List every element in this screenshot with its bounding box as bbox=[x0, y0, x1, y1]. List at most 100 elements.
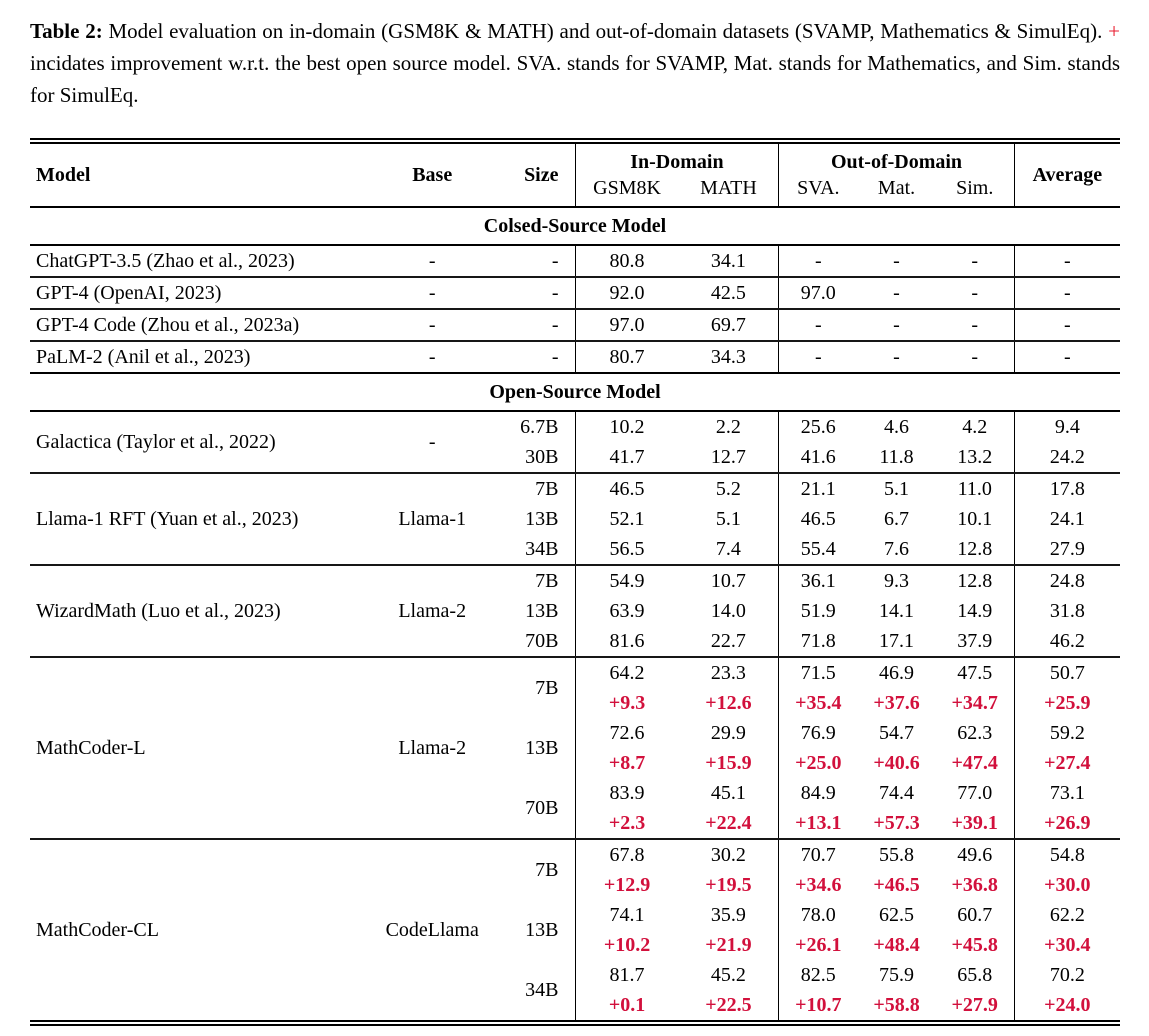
delta-cell: +21.9 bbox=[705, 933, 752, 956]
score-cell: 81.7 bbox=[574, 959, 679, 990]
model-name-cell: MathCoder-L bbox=[30, 655, 375, 839]
size-cell: - bbox=[489, 307, 575, 341]
size-cell: 6.7B bbox=[520, 415, 559, 438]
score-cell: 25.6 bbox=[778, 410, 858, 442]
section-title: Colsed-Source Model bbox=[30, 205, 1120, 246]
score-cell: 70.7 bbox=[778, 837, 858, 870]
score-cell: 47.5 bbox=[935, 655, 1015, 688]
score-cell: 14.1 bbox=[879, 599, 915, 622]
size-cell: 34B bbox=[525, 537, 559, 560]
score-cell: 34.1 bbox=[710, 249, 746, 272]
results-table: Model Base Size In-Domain Out-of-Domain … bbox=[30, 137, 1120, 1026]
size-cell: - bbox=[551, 249, 559, 272]
delta-cell: +2.3 bbox=[574, 807, 679, 839]
score-cell: 56.5 bbox=[574, 533, 679, 565]
table-row: MathCoder-CL CodeLlama 7B 67.8 30.2 70.7 55.8 4… bbox=[30, 837, 1120, 1023]
score-cell: 49.6 bbox=[935, 837, 1015, 870]
base-cell: - bbox=[374, 307, 490, 341]
delta-cell: +26.1 bbox=[778, 929, 858, 960]
size-cell: 7B bbox=[489, 471, 575, 504]
delta-row: +12.9 +19.5 +34.6 +46.5 +36.8 +30.0 bbox=[30, 869, 1120, 900]
score-cell: 41.7 bbox=[574, 441, 679, 473]
base-cell: - bbox=[374, 275, 490, 309]
table-row: MathCoder-L Llama-2 7B 64.2 23.3 71.5 46.9 47.5… bbox=[30, 655, 1120, 839]
score-cell: 5.1 bbox=[857, 471, 936, 504]
score-cell: 72.6 bbox=[574, 717, 679, 748]
delta-cell: +15.9 bbox=[705, 751, 752, 774]
score-cell: 17.8 bbox=[1013, 471, 1120, 504]
score-cell: 27.9 bbox=[1013, 533, 1120, 565]
score-cell: 51.9 bbox=[778, 595, 858, 626]
score-cell: - bbox=[935, 339, 1015, 373]
score-cell: 4.2 bbox=[962, 415, 988, 438]
delta-cell: +58.8 bbox=[873, 993, 920, 1016]
delta-cell: +40.6 bbox=[873, 751, 920, 774]
score-cell: 45.2 bbox=[710, 963, 746, 986]
delta-row: +10.2 +21.9 +26.1 +48.4 +45.8 +30.4 bbox=[30, 929, 1120, 960]
score-cell: 46.5 bbox=[778, 503, 858, 534]
delta-cell: +12.9 bbox=[574, 869, 679, 900]
score-cell: 62.3 bbox=[957, 721, 993, 744]
delta-cell: +30.0 bbox=[1013, 869, 1120, 900]
score-cell: 5.2 bbox=[678, 471, 779, 504]
score-cell: 50.7 bbox=[1013, 655, 1120, 688]
score-cell: 12.8 bbox=[957, 537, 993, 560]
score-cell: 34.3 bbox=[678, 339, 779, 373]
score-cell: 13.2 bbox=[957, 445, 993, 468]
table-row: 13B 74.1 35.9 78.0 62.5 60.7 62.2 bbox=[30, 899, 1120, 941]
score-cell: 30.2 bbox=[678, 837, 779, 870]
delta-cell: +9.3 bbox=[574, 687, 679, 718]
delta-cell: +36.8 bbox=[951, 873, 998, 896]
table-row: 30B 41.7 12.7 41.6 11.8 13.2 24.2 bbox=[30, 441, 1120, 473]
table-row: 34B 56.5 7.4 55.4 7.6 12.8 27.9 bbox=[30, 533, 1120, 565]
score-cell: 60.7 bbox=[957, 903, 993, 926]
size-cell: 70B bbox=[525, 629, 559, 652]
delta-cell: +10.2 bbox=[574, 929, 679, 960]
score-cell: 5.1 bbox=[715, 507, 741, 530]
delta-cell: +34.7 bbox=[951, 691, 998, 714]
table-row: 70B 81.6 22.7 71.8 17.1 37.9 46.2 bbox=[30, 625, 1120, 657]
table-row: ChatGPT-3.5 (Zhao et al., 2023) - -80.8 34.… bbox=[30, 244, 1120, 277]
score-cell: 83.9 bbox=[574, 777, 679, 808]
score-cell: 14.0 bbox=[710, 599, 746, 622]
score-cell: 77.0 bbox=[957, 781, 993, 804]
score-cell: 55.8 bbox=[857, 837, 936, 870]
col-header-sva: SVA. bbox=[778, 174, 858, 207]
score-cell: 9.3 bbox=[857, 563, 936, 596]
score-cell: 35.9 bbox=[710, 903, 746, 926]
header-row-sub: GSM8K MATH SVA. Mat. Sim. bbox=[30, 174, 1120, 207]
score-cell: 63.9 bbox=[574, 595, 679, 626]
score-cell: - bbox=[935, 275, 1015, 309]
score-cell: 69.7 bbox=[678, 307, 779, 341]
score-cell: 41.6 bbox=[778, 441, 858, 473]
score-cell: 97.0 bbox=[574, 307, 679, 341]
size-cell: 13B bbox=[525, 736, 559, 759]
delta-cell: +0.1 bbox=[574, 989, 679, 1023]
score-cell: - bbox=[1013, 275, 1120, 309]
score-cell: - bbox=[1013, 339, 1120, 373]
score-cell: - bbox=[1013, 244, 1120, 277]
score-cell: 42.5 bbox=[678, 275, 779, 309]
delta-cell: +10.7 bbox=[778, 989, 858, 1023]
score-cell: 62.5 bbox=[879, 903, 915, 926]
score-cell: 9.4 bbox=[1013, 410, 1120, 442]
table-section: Colsed-Source Model ChatGPT-3.5 (Zhao et … bbox=[30, 205, 1120, 373]
score-cell: 54.9 bbox=[574, 563, 679, 596]
col-group-out-of-domain: Out-of-Domain bbox=[778, 140, 1015, 175]
score-cell: - bbox=[778, 244, 858, 277]
delta-cell: +19.5 bbox=[705, 873, 752, 896]
base-cell: CodeLlama bbox=[374, 837, 490, 1023]
delta-cell: +57.3 bbox=[873, 811, 920, 834]
score-cell: 24.2 bbox=[1013, 441, 1120, 473]
section-title-row: Open-Source Model bbox=[30, 371, 1120, 412]
score-cell: 37.9 bbox=[957, 629, 993, 652]
score-cell: 6.7 bbox=[884, 507, 910, 530]
size-cell: 7B bbox=[489, 563, 575, 596]
score-cell: 73.1 bbox=[1013, 777, 1120, 808]
table-row: 13B 63.9 14.0 51.9 14.1 14.9 31.8 bbox=[30, 595, 1120, 626]
score-cell: - bbox=[857, 307, 936, 341]
model-name-cell: Llama-1 RFT (Yuan et al., 2023) bbox=[30, 471, 375, 565]
section-title: Open-Source Model bbox=[30, 371, 1120, 412]
size-cell: 13B bbox=[525, 599, 559, 622]
score-cell: 54.7 bbox=[879, 721, 915, 744]
